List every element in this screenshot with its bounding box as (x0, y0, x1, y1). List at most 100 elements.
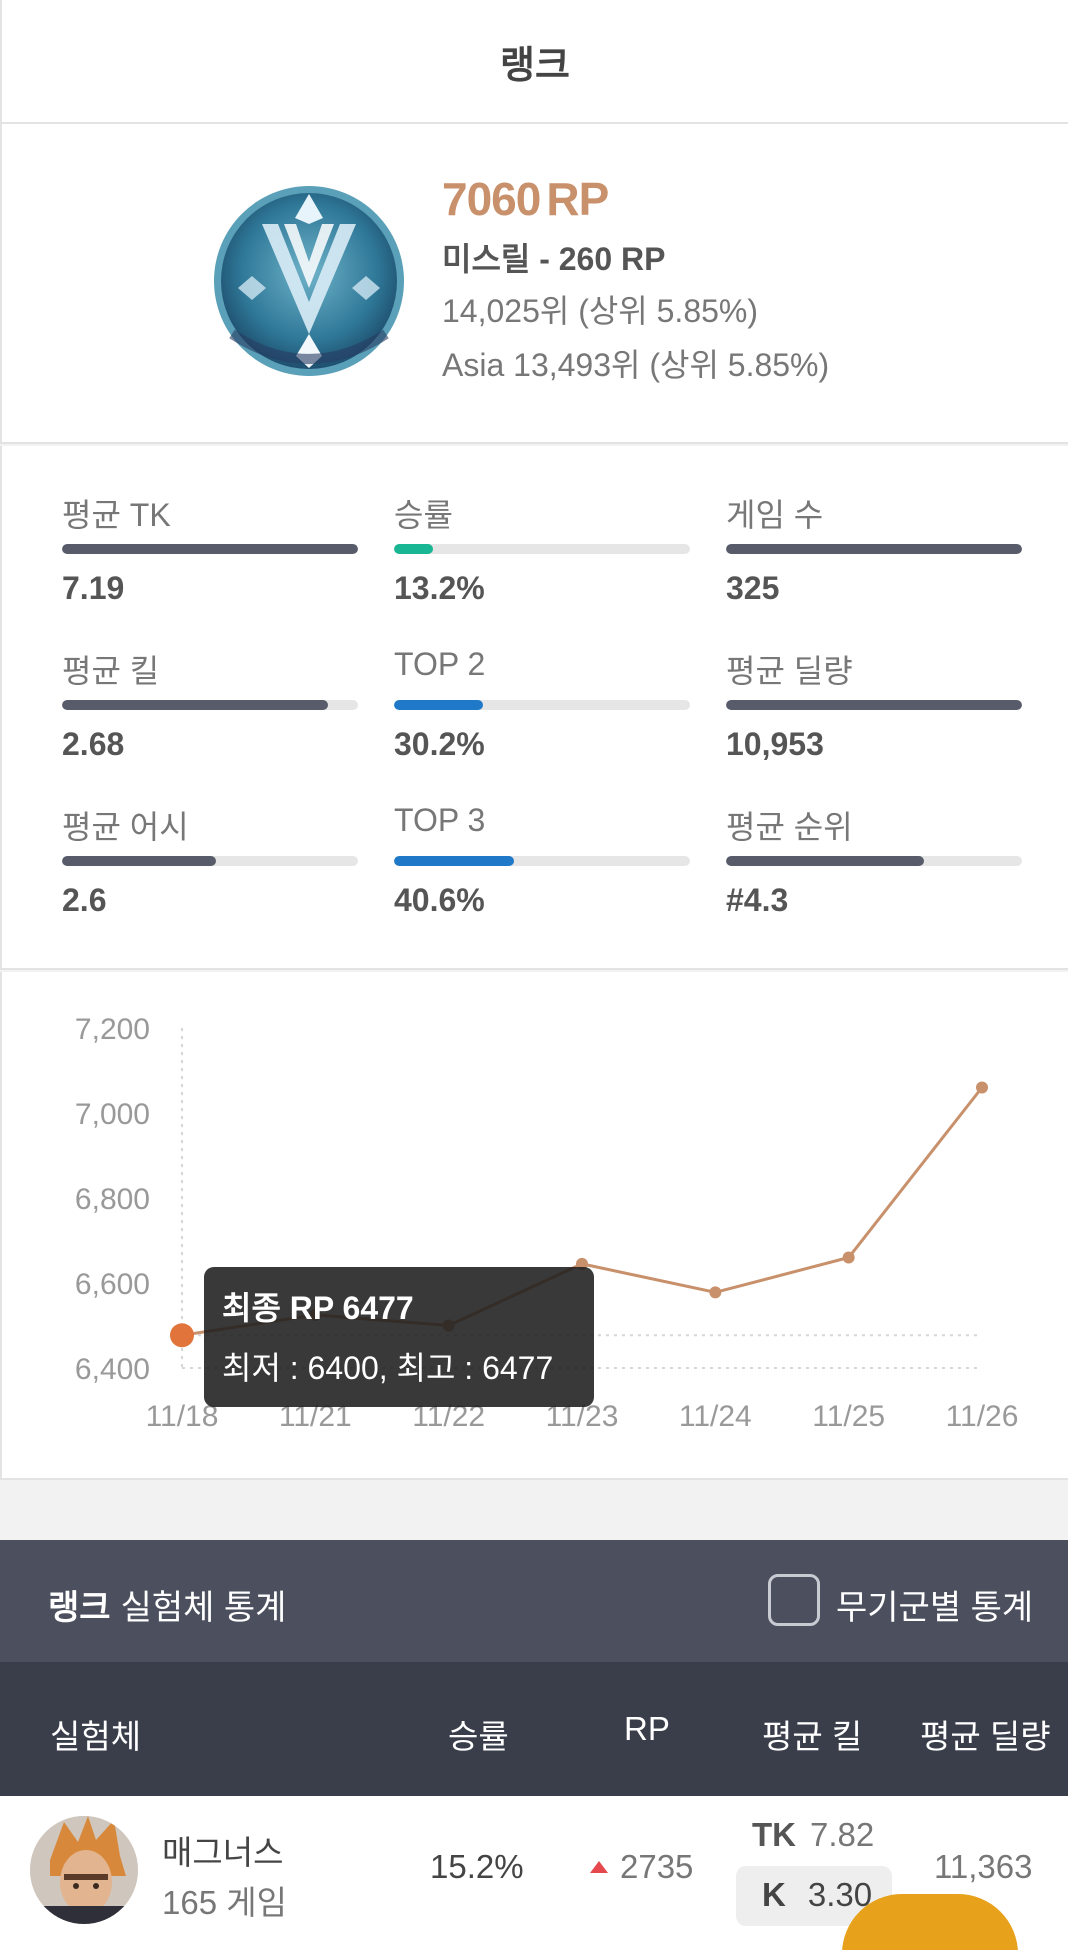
stat-value: 13.2% (394, 570, 485, 606)
stat-games-played: 게임 수 325 (726, 490, 1022, 607)
x-tick-label: 11/26 (946, 1400, 1019, 1433)
stat-label: 평균 킬 (62, 653, 160, 689)
global-rank: 14,025위 (상위 5.85%) (442, 293, 759, 329)
stat-bar-fill (394, 856, 515, 866)
cell-rp-value: 2735 (620, 1848, 694, 1885)
stat-top3: TOP 3 40.6% (394, 802, 690, 919)
stat-bar-track (726, 856, 1022, 866)
x-tick-label: 11/24 (679, 1400, 752, 1433)
rp-history-chart: 6,400 6,600 6,800 7,000 7,200 11/18 11/21 11/22… (0, 972, 1068, 1480)
stat-value: 30.2% (394, 726, 485, 762)
rp-point (709, 1286, 722, 1299)
stat-bar-track (62, 856, 358, 866)
x-tick-label: 11/25 (812, 1400, 885, 1433)
weapon-stats-label[interactable]: 무기군별 통계 (836, 1589, 1034, 1627)
stat-label: TOP 2 (394, 646, 486, 682)
stat-label: 게임 수 (726, 497, 824, 533)
cell-tk: TK 7.82 (752, 1816, 874, 1854)
stat-bar-track (394, 544, 690, 554)
tier-line: 미스릴 - 260 RP (442, 241, 666, 277)
character-stats-title-bold: 랭크 (48, 1589, 111, 1627)
stat-label: 평균 딜량 (726, 653, 853, 689)
column-header-character[interactable]: 실험체 (50, 1718, 142, 1755)
stat-bar-fill (62, 856, 216, 866)
stat-label: 평균 TK (62, 497, 171, 533)
cell-avg-damage: 11,363 (934, 1848, 1033, 1885)
stat-bar-track (394, 700, 690, 710)
stat-label: 승률 (394, 497, 453, 533)
stat-bar-track (62, 700, 358, 710)
stat-avg-damage: 평균 딜량 10,953 (726, 646, 1022, 763)
tooltip-detail: 최저 : 6400, 최고 : 6477 (222, 1350, 553, 1386)
y-tick-label: 6,800 (75, 1183, 150, 1216)
stat-label: 평균 순위 (726, 809, 853, 845)
stat-bar-fill (62, 700, 329, 710)
stat-bar-fill (394, 700, 484, 710)
cell-k-label: K (762, 1876, 786, 1913)
weapon-stats-checkbox[interactable] (768, 1574, 820, 1626)
character-name: 매그너스 (162, 1834, 284, 1871)
stat-avg-tk: 평균 TK 7.19 (62, 490, 358, 607)
stat-bar-track (394, 856, 690, 866)
y-tick-label: 7,200 (75, 1013, 150, 1046)
rp-total-unit: RP (546, 173, 609, 225)
y-tick-label: 6,400 (75, 1353, 150, 1386)
rp-total-value: 7060 (442, 173, 541, 225)
column-header-rp[interactable]: RP (624, 1710, 670, 1747)
chart-tooltip (204, 1267, 594, 1407)
x-tick-label: 11/18 (146, 1400, 219, 1433)
stat-top2: TOP 2 30.2% (394, 646, 690, 763)
character-table-header: 실험체 승률 RP 평균 킬 평균 딜량 (0, 1662, 1068, 1796)
stat-label: TOP 3 (394, 802, 486, 838)
rp-point (576, 1257, 588, 1270)
cell-rp: 2735 (590, 1848, 693, 1886)
column-header-avg-damage[interactable]: 평균 딜량 (920, 1718, 1051, 1755)
floating-action-button[interactable] (842, 1894, 1018, 1950)
stat-value: 40.6% (394, 882, 485, 918)
stat-bar-track (726, 544, 1022, 554)
stat-win-rate: 승률 13.2% (394, 490, 690, 607)
stat-bar-fill (726, 700, 1022, 710)
rp-point-active (170, 1323, 194, 1348)
stat-bar-fill (62, 544, 358, 554)
tooltip-title: 최종 RP 6477 (222, 1290, 414, 1326)
cell-winrate: 15.2% (430, 1848, 524, 1885)
stat-bar-fill (726, 544, 1022, 554)
cell-tk-label: TK (752, 1816, 796, 1853)
cell-k-value: 3.30 (807, 1876, 873, 1913)
stat-avg-placement: 평균 순위 #4.3 (726, 802, 1022, 919)
stat-value: 10,953 (726, 726, 824, 762)
column-header-avg-kills[interactable]: 평균 킬 (762, 1718, 863, 1755)
stat-value: 325 (726, 570, 780, 606)
stat-avg-assists: 평균 어시 2.6 (62, 802, 358, 919)
rank-summary-card: 7060 RP 미스릴 - 260 RP 14,025위 (상위 5.85%) A… (0, 124, 1068, 444)
region-rank: Asia 13,493위 (상위 5.85%) (442, 347, 830, 383)
rp-total: 7060 RP (442, 172, 609, 226)
stats-grid: 평균 TK 7.19 승률 13.2% 게임 수 325 평균 킬 2.68 T… (0, 446, 1068, 970)
character-stats-bar: 랭크 실험체 통계 무기군별 통계 (0, 1540, 1068, 1662)
stat-bar-track (726, 700, 1022, 710)
column-header-winrate[interactable]: 승률 (448, 1718, 509, 1755)
stat-bar-track (62, 544, 358, 554)
stat-value: #4.3 (726, 882, 789, 918)
rp-up-arrow-icon (590, 1861, 608, 1873)
rp-point (842, 1251, 855, 1264)
y-tick-label: 6,600 (75, 1268, 150, 1301)
stat-avg-kills: 평균 킬 2.68 (62, 646, 358, 763)
page-title: 랭크 (500, 44, 570, 87)
stat-value: 2.68 (62, 726, 125, 762)
character-stats-title: 랭크 실험체 통계 (48, 1580, 286, 1629)
stat-bar-fill (394, 544, 434, 554)
page-header: 랭크 (0, 0, 1068, 124)
character-games: 165 게임 (162, 1884, 287, 1921)
y-tick-label: 7,000 (75, 1098, 150, 1131)
stat-bar-fill (726, 856, 925, 866)
magnus-avatar-icon (30, 1816, 138, 1924)
cell-tk-value: 7.82 (810, 1816, 875, 1853)
mithril-tier-emblem-icon (214, 186, 404, 376)
stat-label: 평균 어시 (62, 809, 189, 845)
cell-kills-pill: K 3.30 (736, 1866, 892, 1926)
rp-point (976, 1081, 988, 1094)
stat-value: 7.19 (62, 570, 125, 606)
